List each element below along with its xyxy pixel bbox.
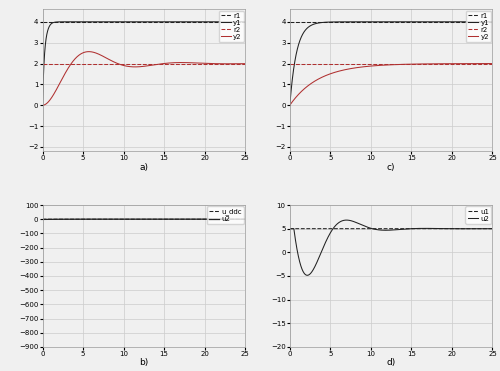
u2 xyxy=(470,226,476,231)
u2 xyxy=(79,217,85,221)
u_ddc xyxy=(79,217,85,221)
u2 xyxy=(427,226,433,231)
u2 xyxy=(476,226,482,231)
u2 xyxy=(222,217,228,221)
y2 xyxy=(384,63,390,67)
u1 xyxy=(384,226,390,231)
y2 xyxy=(470,61,476,66)
r1 xyxy=(295,20,301,24)
y1 xyxy=(222,20,228,24)
u_ddc xyxy=(242,217,248,221)
u_ddc xyxy=(40,217,46,221)
u2 xyxy=(40,217,46,221)
y2 xyxy=(326,72,332,76)
y1 xyxy=(326,20,332,24)
u2 xyxy=(138,217,143,221)
u2 xyxy=(490,226,496,231)
Line: u2: u2 xyxy=(290,220,492,275)
r1 xyxy=(287,20,293,24)
Legend: r1, y1, r2, y2: r1, y1, r2, y2 xyxy=(218,11,244,42)
y1 xyxy=(475,20,481,24)
u_ddc xyxy=(228,217,234,221)
u_ddc xyxy=(222,217,228,221)
u2 xyxy=(229,217,235,221)
u2 xyxy=(304,273,310,278)
u_ddc xyxy=(229,217,235,221)
X-axis label: a): a) xyxy=(140,162,148,172)
y1 xyxy=(490,20,496,24)
Line: y2: y2 xyxy=(290,63,492,105)
y1 xyxy=(228,20,234,24)
Legend: u1, u2: u1, u2 xyxy=(466,206,491,224)
y1 xyxy=(427,20,433,24)
Legend: u_ddc, u2: u_ddc, u2 xyxy=(206,206,244,224)
u1 xyxy=(470,226,476,231)
u1 xyxy=(490,226,496,231)
r2 xyxy=(40,61,46,66)
u_ddc xyxy=(138,217,143,221)
r1 xyxy=(48,20,54,24)
y2 xyxy=(475,61,481,66)
y2 xyxy=(228,62,234,66)
u1 xyxy=(476,226,482,231)
y2 xyxy=(79,51,85,55)
r2 xyxy=(287,61,293,66)
u1 xyxy=(287,226,293,231)
u2 xyxy=(242,217,248,221)
Legend: r1, y1, r2, y2: r1, y1, r2, y2 xyxy=(466,11,491,42)
y1 xyxy=(287,103,293,108)
y1 xyxy=(138,20,143,24)
u_ddc xyxy=(180,217,186,221)
y1 xyxy=(242,20,248,24)
y2 xyxy=(287,103,293,108)
u2 xyxy=(287,226,293,231)
y1 xyxy=(384,20,390,24)
y1 xyxy=(126,20,132,24)
r2 xyxy=(295,61,301,66)
X-axis label: c): c) xyxy=(387,162,396,172)
y2 xyxy=(242,62,248,66)
y1 xyxy=(470,20,476,24)
Line: y1: y1 xyxy=(42,22,245,105)
u2 xyxy=(384,228,390,233)
y1 xyxy=(40,103,46,108)
y2 xyxy=(138,65,143,69)
Line: y1: y1 xyxy=(290,22,492,105)
u2 xyxy=(228,217,234,221)
y2 xyxy=(86,49,92,54)
y2 xyxy=(40,103,46,108)
y2 xyxy=(229,62,235,66)
Line: y2: y2 xyxy=(42,52,245,105)
u2 xyxy=(475,226,481,231)
u2 xyxy=(180,217,186,221)
y2 xyxy=(222,62,228,66)
r2 xyxy=(48,61,54,66)
X-axis label: d): d) xyxy=(386,358,396,367)
X-axis label: b): b) xyxy=(139,358,148,367)
y2 xyxy=(427,62,433,66)
u2 xyxy=(344,218,349,222)
y1 xyxy=(79,20,85,24)
u2 xyxy=(326,232,332,237)
y2 xyxy=(180,60,186,65)
y1 xyxy=(476,20,482,24)
u1 xyxy=(326,226,332,231)
u1 xyxy=(427,226,433,231)
y2 xyxy=(490,61,496,66)
y1 xyxy=(180,20,186,24)
u1 xyxy=(475,226,481,231)
y1 xyxy=(229,20,235,24)
y2 xyxy=(476,61,482,66)
r1 xyxy=(40,20,46,24)
